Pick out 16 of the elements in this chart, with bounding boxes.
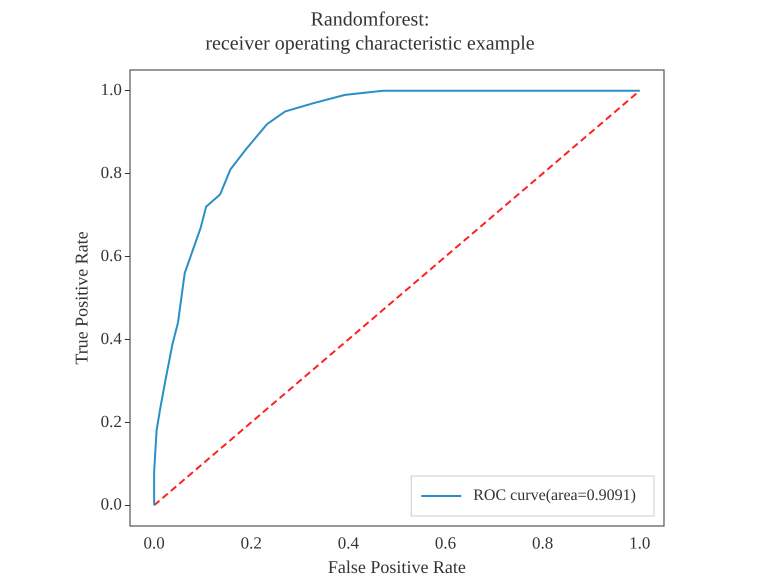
x-tick-label: 0.8 (532, 534, 554, 553)
x-tick-label: 0.0 (144, 534, 165, 553)
chart-title: Randomforest: receiver operating characteristic example (205, 8, 535, 54)
x-tick-label: 1.0 (629, 534, 650, 553)
y-tick-label: 1.0 (100, 80, 122, 100)
y-tick-label: 0.2 (100, 412, 122, 431)
y-tick-label: 0.6 (100, 246, 122, 266)
x-tick-label: 0.2 (240, 534, 262, 553)
x-tick-label: 0.6 (434, 534, 456, 553)
legend-label: ROC curve(area=0.9091) (473, 487, 636, 504)
x-axis-title: False Positive Rate (328, 556, 466, 577)
y-tick-label: 0.4 (100, 328, 122, 348)
y-axis-title: True Positive Rate (72, 231, 92, 365)
y-tick-label: 0.8 (100, 163, 122, 182)
y-tick-label: 0.0 (100, 494, 122, 514)
x-tick-label: 0.4 (338, 534, 360, 553)
